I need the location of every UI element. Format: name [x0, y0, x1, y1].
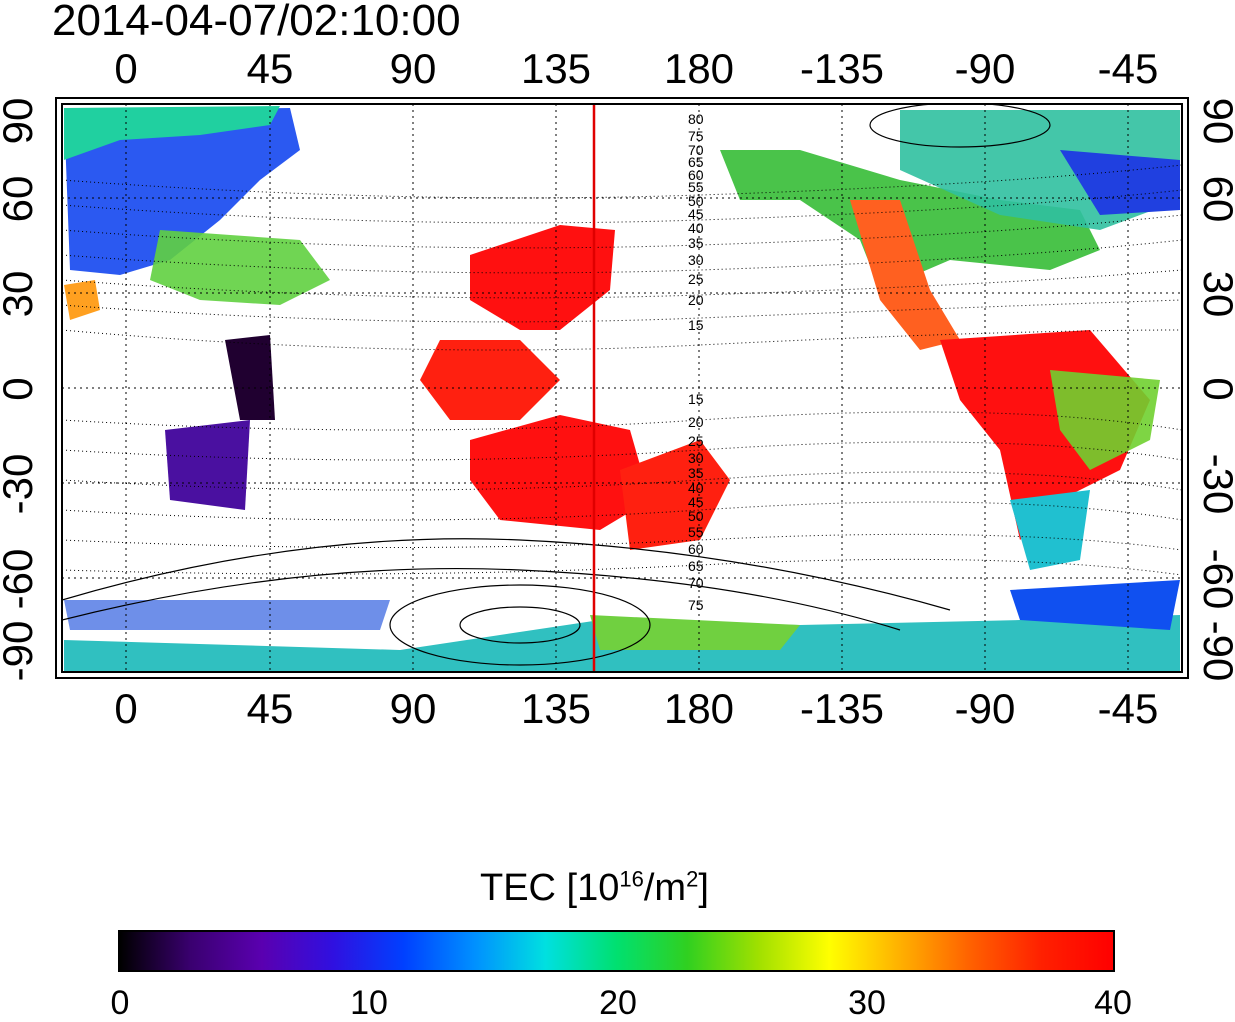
map-frame [61, 103, 1183, 673]
tec-region-southern-blue-band [64, 600, 390, 630]
tec-region-indonesia-red [420, 340, 560, 420]
contour-label: 30 [688, 450, 704, 466]
bottom-lon-label: -45 [1097, 685, 1159, 732]
left-lat-label: 30 [0, 270, 41, 318]
bottom-lon-label: -90 [954, 685, 1016, 732]
bottom-lon-label: 135 [520, 685, 592, 732]
contour-label: 20 [688, 292, 704, 308]
colorbar-title-exponent: 16 [619, 866, 644, 892]
tec-region-north-america-orange [850, 200, 960, 350]
contour-label: 50 [688, 193, 704, 209]
contour-label: 80 [688, 111, 704, 127]
contour-label: 60 [688, 541, 704, 557]
tec-region-africa-dark [225, 335, 275, 420]
contour-label: 15 [688, 317, 704, 333]
contour-label: 70 [688, 575, 704, 591]
map-outer-frame [55, 97, 1189, 679]
left-lat-label: 0 [0, 357, 41, 421]
top-lon-label: 90 [389, 45, 437, 92]
top-lon-label: 180 [663, 45, 735, 92]
contour-label: 65 [688, 154, 704, 170]
tec-map-data-layer [64, 106, 1180, 672]
tec-region-north-europe [64, 108, 300, 275]
contour-label: 35 [688, 465, 704, 481]
bottom-lon-label: 90 [389, 685, 437, 732]
tec-region-australia-red [470, 415, 650, 530]
contour-label: 30 [688, 252, 704, 268]
right-lat-label: 90 [1195, 97, 1235, 145]
tec-region-europe-green [150, 230, 330, 305]
contour-label: 70 [688, 142, 704, 158]
left-lat-label: -90 [0, 620, 41, 682]
tec-region-asia-red [470, 225, 615, 330]
left-lat-label: 60 [0, 175, 41, 223]
contour-label: 35 [688, 235, 704, 251]
bottom-lon-label: 0 [114, 685, 138, 732]
contour-label: 45 [688, 206, 704, 222]
top-lon-label: 45 [246, 45, 294, 92]
right-lat-label: 0 [1195, 357, 1235, 421]
map-title: 2014-04-07/02:10:00 [52, 0, 461, 45]
tec-region-south-america-cyan [1010, 490, 1090, 570]
top-lon-label: -135 [799, 45, 885, 92]
right-lat-label: 30 [1195, 270, 1235, 318]
colorbar [118, 930, 1115, 972]
contour-label: 40 [688, 220, 704, 236]
colorbar-tick-label: 20 [599, 984, 637, 1022]
colorbar-title-main: TEC [10 [480, 867, 620, 909]
contour-label: 55 [688, 179, 704, 195]
contour-label: 50 [688, 508, 704, 524]
top-lon-label: -45 [1097, 45, 1159, 92]
top-lon-label: 0 [114, 45, 138, 92]
tec-region-southern-ocean [590, 615, 800, 650]
contour-labels-south: 15 20 25 30 35 40 45 50 55 60 65 70 75 [688, 391, 704, 613]
bottom-lon-label: -135 [799, 685, 885, 732]
top-lon-label: -90 [954, 45, 1016, 92]
colorbar-title-end: ] [698, 867, 709, 909]
colorbar-tick-label: 30 [848, 984, 886, 1022]
tec-region-south-america-green [1050, 370, 1160, 470]
contour-label: 15 [688, 391, 704, 407]
polar-contours [62, 104, 1051, 666]
right-lat-label: 60 [1195, 175, 1235, 223]
contour-label: 75 [688, 128, 704, 144]
contour-labels-north: 80 75 70 65 60 55 50 45 40 35 30 25 20 1… [688, 111, 704, 333]
top-lon-label: 135 [520, 45, 592, 92]
tec-region-pacific-arc [720, 150, 1100, 290]
colorbar-title-unit-exponent: 2 [686, 866, 699, 892]
colorbar-title: TEC [1016/m2] [480, 866, 709, 910]
contour-label: 45 [688, 494, 704, 510]
bottom-lon-label: 180 [663, 685, 735, 732]
bottom-lon-label: 45 [246, 685, 294, 732]
map-gridlines [62, 104, 1182, 672]
colorbar-tick-label: 10 [350, 984, 388, 1022]
tec-region-atlantic-orange [64, 280, 100, 320]
contour-label: 65 [688, 558, 704, 574]
contour-label: 25 [688, 433, 704, 449]
magnetic-latitude-contours [62, 164, 1182, 576]
contour-label: 55 [688, 524, 704, 540]
tec-region-north-rim [64, 106, 280, 160]
contour-label: 20 [688, 414, 704, 430]
contour-label: 25 [688, 271, 704, 287]
contour-label: 75 [688, 597, 704, 613]
colorbar-tick-label: 0 [110, 984, 130, 1022]
right-lat-label: -90 [1195, 620, 1235, 682]
colorbar-tick-label: 40 [1094, 984, 1132, 1022]
left-lat-label: 90 [0, 97, 41, 145]
colorbar-title-unit: /m [643, 867, 687, 909]
tec-region-pacific-red [620, 440, 730, 550]
contour-label: 40 [688, 480, 704, 496]
right-lat-label: -30 [1195, 453, 1235, 515]
contour-label: 60 [688, 167, 704, 183]
tec-region-antarctic-blue [1010, 580, 1180, 630]
left-lat-label: -30 [0, 453, 41, 515]
tec-region-africa-purple [165, 420, 250, 510]
